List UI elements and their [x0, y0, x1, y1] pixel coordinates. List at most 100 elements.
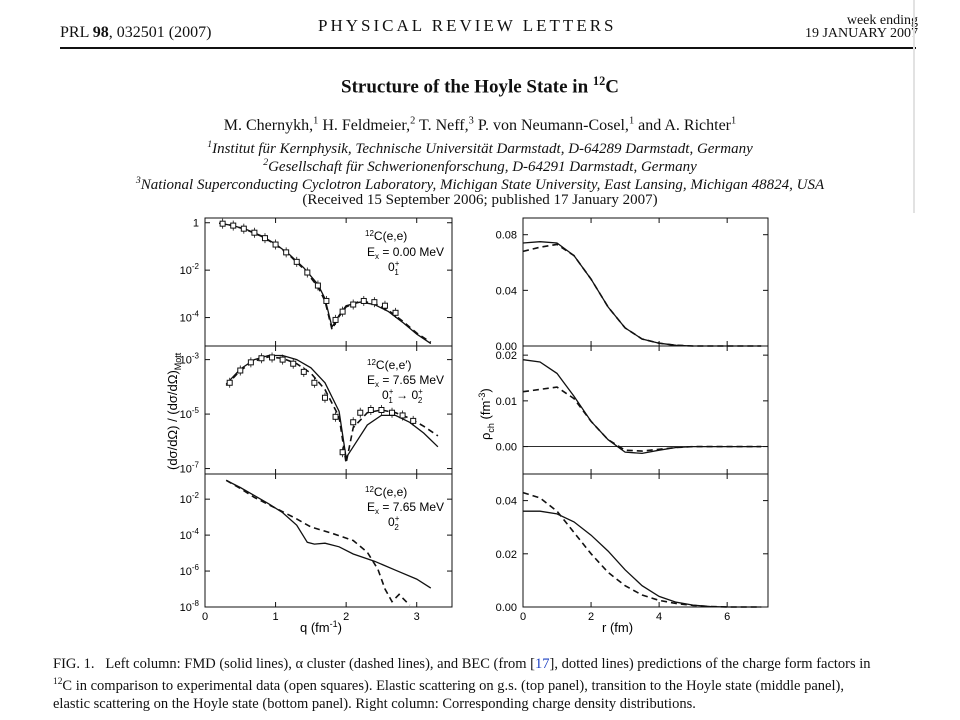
data-point — [269, 354, 276, 361]
svg-text:Ex = 0.00 MeV: Ex = 0.00 MeV — [367, 245, 444, 261]
data-point — [240, 225, 247, 232]
title-element: C — [605, 76, 619, 98]
y-tick-label: 0.04 — [496, 285, 517, 297]
svg-text:0+1: 0+ 1 — [388, 259, 400, 277]
x-tick-label: 2 — [343, 611, 349, 623]
x-tick-label: 2 — [588, 611, 594, 623]
data-point — [321, 394, 328, 401]
series-line-alpha-cluster — [225, 479, 411, 606]
journal-volume: 98 — [92, 24, 109, 41]
data-point — [339, 308, 346, 315]
journal-name: PHYSICAL REVIEW LETTERS — [318, 16, 617, 35]
panel-annotation-middle: 12C(e,e′) Ex = 7.65 MeV 0+ 1 → 0+ 2 — [367, 358, 444, 405]
y-tick-label: 0.04 — [496, 496, 517, 508]
y-tick-label: 10-4 — [180, 310, 200, 325]
data-point — [323, 297, 330, 304]
plot-frame-right-bottom — [522, 473, 769, 608]
caption-label: FIG. 1. — [53, 656, 95, 672]
y-tick-label: 10-2 — [180, 262, 200, 277]
journal-ref: PRL 98, 032501 (2007) — [60, 24, 211, 42]
series-line-alpha-cluster — [522, 386, 762, 452]
y-tick-label: 10-8 — [180, 599, 200, 614]
x-tick-label: 0 — [202, 611, 208, 623]
data-point — [392, 309, 399, 316]
svg-text:Ex = 7.65 MeV: Ex = 7.65 MeV — [367, 500, 444, 516]
received-dates: (Received 15 September 2006; published 1… — [302, 192, 658, 208]
series-line-fmd — [523, 510, 762, 608]
header-rule — [60, 47, 916, 49]
right-x-axis-label: r (fm) — [602, 620, 633, 635]
x-tick-label: 0 — [520, 611, 526, 623]
title-mass-number: 12 — [592, 74, 606, 88]
y-tick-label: 0.02 — [496, 350, 517, 362]
series-line-fmd — [522, 359, 762, 455]
data-point — [381, 302, 388, 309]
data-point — [389, 409, 396, 416]
article-number: , 032501 (2007) — [108, 24, 212, 41]
data-point — [314, 282, 321, 289]
svg-text:0+2: 0+ 2 — [388, 514, 400, 532]
author: H. Feldmeier,2 — [322, 116, 416, 135]
x-tick-label: 3 — [414, 611, 420, 623]
data-point — [350, 301, 357, 308]
author: P. von Neumann-Cosel,1 — [477, 116, 635, 135]
series-line-alpha-cluster — [522, 491, 762, 608]
plot-frame-left-middle — [204, 345, 453, 475]
data-point — [258, 355, 265, 362]
svg-text:0+1 → 0+2: 0+ 1 → 0+ 2 — [382, 387, 423, 405]
svg-text:12C(e,e): 12C(e,e) — [365, 229, 407, 243]
figure-caption: FIG. 1. Left column: FMD (solid lines), … — [53, 656, 871, 712]
y-tick-label: 10-3 — [180, 352, 200, 367]
data-point — [371, 299, 378, 306]
journal-abbrev: PRL — [60, 24, 93, 41]
y-tick-label: 1 — [193, 218, 199, 230]
page-edge — [913, 0, 915, 213]
y-tick-label: 10-5 — [180, 406, 200, 421]
plot-frame-right-top — [522, 217, 769, 347]
x-tick-label: 1 — [273, 611, 279, 623]
reference-link[interactable]: 17 — [535, 656, 550, 672]
week-ending-label: week ending — [846, 13, 918, 28]
data-point — [332, 413, 339, 420]
y-tick-label: 0.00 — [496, 341, 517, 353]
panel-annotation-bottom: 12C(e,e) Ex = 7.65 MeV 0+ 2 — [365, 485, 444, 532]
y-tick-label: 0.02 — [496, 549, 517, 561]
panel-annotation-top: 12C(e,e) Ex = 0.00 MeV 0+ 1 — [365, 229, 444, 277]
plot-frame-left-top — [204, 217, 453, 347]
data-point — [261, 235, 268, 242]
journal-header: PRL 98, 032501 (2007) PHYSICAL REVIEW LE… — [60, 14, 918, 44]
title-text: Structure of the Hoyle State in — [341, 76, 593, 98]
plot-frame-right-middle — [522, 345, 769, 475]
author: M. Chernykh,1 — [223, 116, 319, 135]
svg-text:12C(e,e): 12C(e,e) — [365, 485, 407, 499]
data-point — [230, 222, 237, 229]
y-tick-label: 10-7 — [180, 461, 200, 476]
data-point — [290, 360, 297, 367]
data-point — [410, 417, 417, 424]
affiliation-1: 1Institut für Kernphysik, Technische Uni… — [207, 139, 753, 157]
series-line-alpha-cluster — [522, 243, 762, 347]
y-tick-label: 0.00 — [496, 442, 517, 454]
data-point — [350, 419, 357, 426]
series-line-fmd — [522, 241, 762, 347]
y-tick-label: 10-2 — [180, 491, 200, 506]
data-point — [300, 368, 307, 375]
svg-text:Ex = 7.65 MeV: Ex = 7.65 MeV — [367, 373, 444, 389]
data-point — [237, 367, 244, 374]
left-x-axis-label: q (fm-1) — [300, 619, 342, 635]
data-point — [357, 409, 364, 416]
y-tick-label: 0.01 — [496, 396, 517, 408]
y-tick-label: 10-4 — [180, 527, 200, 542]
data-point — [378, 407, 385, 413]
paper-title: Structure of the Hoyle State in 12C — [0, 74, 960, 98]
affiliation-3: 3National Superconducting Cyclotron Labo… — [135, 175, 825, 193]
series-line-fmd — [225, 479, 432, 589]
data-point — [311, 379, 318, 386]
data-point — [226, 379, 233, 386]
data-point — [360, 297, 367, 304]
data-point — [279, 356, 286, 363]
series-line-alpha-cluster — [218, 222, 432, 344]
series-line-alpha-cluster — [225, 356, 439, 464]
svg-text:12C(e,e′): 12C(e,e′) — [367, 358, 412, 372]
